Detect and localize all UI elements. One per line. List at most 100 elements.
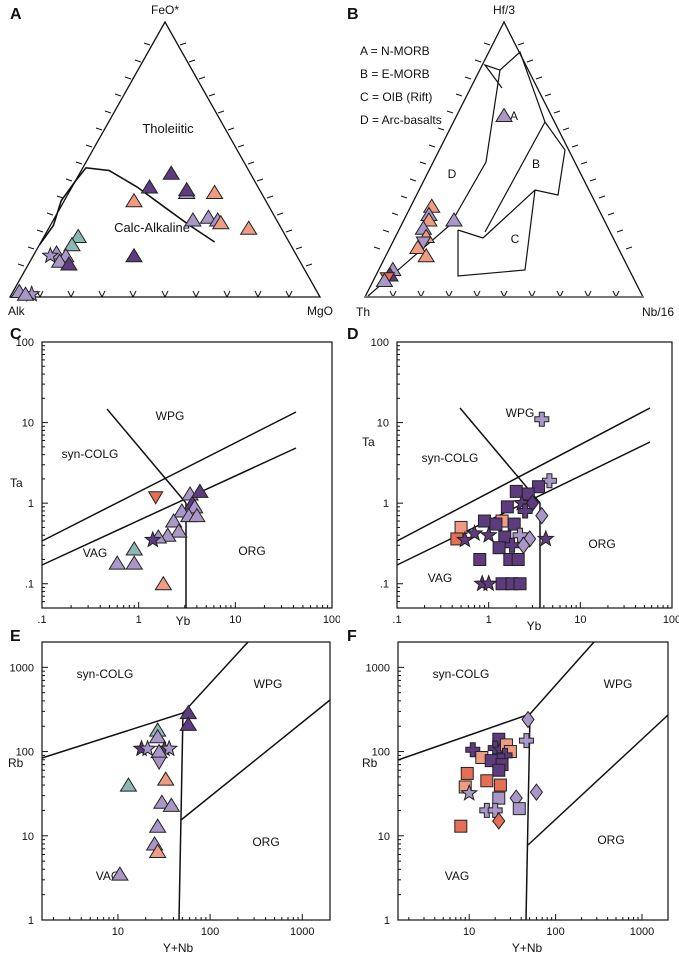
legend-item: D = Arc-basalts <box>360 113 442 127</box>
ternary-ticks <box>17 42 313 298</box>
data-point-cross <box>518 733 534 749</box>
data-points <box>450 411 557 592</box>
data-point-star <box>479 574 498 592</box>
data-point-triangle-up <box>422 198 441 213</box>
panel-label-e: E <box>10 628 21 645</box>
legend-item: A = N-MORB <box>360 44 430 58</box>
plot-frame <box>41 341 333 609</box>
data-point-square <box>460 766 474 780</box>
data-point-star <box>41 246 60 264</box>
y-axis-label: Ta <box>362 435 375 449</box>
chart-ta-yb-c: .1 1 10 100 .1 1 10 100 WPG syn-COLG VAG ORG Yb… <box>10 337 340 628</box>
ternary-ticks <box>373 42 633 298</box>
data-point-cross <box>517 503 533 519</box>
data-point-triangle-up <box>50 253 69 268</box>
x-tick-label: .1 <box>37 614 46 626</box>
plot-frame <box>397 641 669 921</box>
axes: 10 100 1000 1 10 100 1000 <box>10 641 331 938</box>
data-point-star <box>143 530 162 548</box>
data-point-triangle-up <box>162 797 181 812</box>
legend-item: C = OIB (Rift) <box>360 90 432 104</box>
apex-label-feo: FeO* <box>151 3 179 17</box>
y-axis-label: Ta <box>10 476 23 490</box>
field-label-vag: VAG <box>83 546 107 560</box>
field-label-d: D <box>448 167 457 181</box>
data-point-square <box>492 791 506 805</box>
x-axis-label: Y+Nb <box>163 941 194 955</box>
data-point-triangle-up <box>108 555 127 570</box>
data-point-square <box>454 819 468 833</box>
x-tick-label: 1 <box>136 614 142 626</box>
data-point-square <box>493 778 507 792</box>
x-tick-label: 100 <box>323 614 340 626</box>
apex-label-alk: Alk <box>8 304 26 318</box>
field-label-syn-colg: syn-COLG <box>77 667 134 681</box>
data-point-triangle-up <box>445 212 463 227</box>
y-tick-label: 10 <box>22 418 34 430</box>
x-tick-label: 10 <box>112 926 124 938</box>
chart-rb-ynb-f: 10 100 1000 1 10 100 1000 syn-COLG WPG VAG ORG… <box>362 641 669 955</box>
x-axis-label: Y+Nb <box>512 941 543 955</box>
y-tick-label: .1 <box>25 579 34 591</box>
data-point-triangle-up <box>148 728 167 744</box>
field-label-vag: VAG <box>445 869 469 883</box>
chart-ta-yb-d: .1 1 10 100 .1 1 10 100 WPG syn-COLG VAG ORG Yb… <box>362 337 679 630</box>
ternary-chart-hf-th-nb: Hf/3 Th Nb/16 A = N-MORB B = E-MORB C = … <box>356 3 674 319</box>
data-point-triangle-up <box>140 179 159 194</box>
data-point-triangle-up <box>187 507 206 523</box>
data-points <box>454 710 544 833</box>
x-tick-label: 100 <box>663 614 679 626</box>
y-axis-label: Rb <box>8 756 24 770</box>
data-point-triangle-up <box>420 212 438 227</box>
field-label-org: ORG <box>588 537 615 551</box>
apex-label-hf: Hf/3 <box>493 3 515 17</box>
field-label-wpg: WPG <box>604 677 633 691</box>
discrimination-fields <box>367 50 566 297</box>
data-point-star <box>512 493 531 511</box>
data-point-triangle-up <box>375 272 394 287</box>
data-point-star <box>536 529 555 547</box>
field-label-wpg: WPG <box>506 406 535 420</box>
data-point-triangle-up <box>495 107 513 122</box>
data-points <box>375 107 513 287</box>
panel-label-d: D <box>347 326 359 343</box>
data-point-triangle-up <box>154 575 173 591</box>
x-tick-label: 10 <box>463 926 475 938</box>
y-tick-label: 10 <box>378 831 390 843</box>
data-point-triangle-down <box>147 491 164 505</box>
apex-label-th: Th <box>356 305 370 319</box>
plot-frame <box>41 641 331 921</box>
y-tick-label: 1 <box>28 498 34 510</box>
data-point-triangle-up <box>125 247 143 263</box>
x-tick-label: 10 <box>574 614 586 626</box>
data-point-cross <box>534 411 550 427</box>
field-label-syn-colg: syn-COLG <box>422 451 479 465</box>
field-label-syn-colg: syn-COLG <box>62 447 119 461</box>
data-point-triangle-up <box>211 214 230 230</box>
y-tick-label: 100 <box>372 747 390 759</box>
data-point-square <box>500 500 514 514</box>
data-point-triangle-up <box>184 212 202 227</box>
discrimination-lines <box>41 408 297 608</box>
ternary-chart-afm: FeO* Alk MgO Tholeiitic Calc-Alkaline <box>8 3 333 318</box>
plot-frame <box>396 341 673 609</box>
x-tick-label: 10 <box>229 614 241 626</box>
data-point-triangle-up <box>408 239 427 254</box>
data-point-square <box>492 541 506 555</box>
y-tick-label: 10 <box>22 831 34 843</box>
field-label-c: C <box>511 232 520 246</box>
data-point-star <box>460 783 479 801</box>
axes: .1 1 10 100 .1 1 10 100 <box>16 337 340 626</box>
axes: 10 100 1000 1 10 100 1000 <box>366 641 669 938</box>
data-point-square <box>511 552 525 566</box>
x-tick-label: 100 <box>546 926 564 938</box>
x-tick-label: 100 <box>201 926 219 938</box>
y-tick-label: 1 <box>383 498 389 510</box>
data-point-triangle-up <box>177 181 196 197</box>
data-point-star <box>455 530 474 548</box>
data-point-diamond <box>529 783 544 801</box>
data-point-square <box>532 480 546 494</box>
y-tick-label: 1000 <box>10 662 34 674</box>
data-point-square <box>492 763 506 777</box>
